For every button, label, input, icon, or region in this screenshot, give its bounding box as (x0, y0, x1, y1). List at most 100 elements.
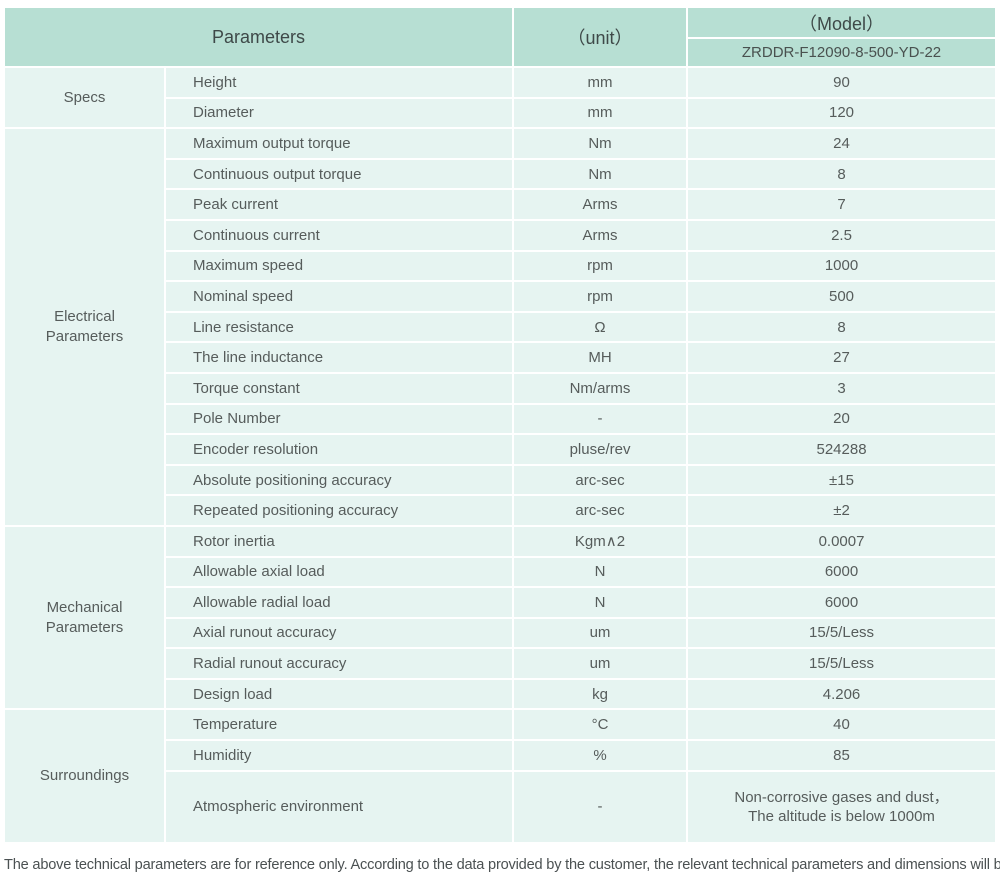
unit-cell: % (514, 741, 687, 770)
value-cell: 85 (688, 741, 996, 770)
group-label-cell: Surroundings (5, 710, 164, 842)
table-row: Encoder resolution pluse/rev 524288 (5, 435, 996, 464)
table-row: Axial runout accuracy um 15/5/Less (5, 618, 996, 648)
value-cell: 2.5 (688, 220, 996, 250)
param-name-cell: The line inductance (166, 343, 513, 372)
param-name-cell: Peak current (166, 190, 513, 219)
table-row: Continuous current Arms 2.5 (5, 220, 996, 250)
param-name-cell: Temperature (166, 710, 513, 740)
unit-cell: Ω (514, 312, 687, 342)
value-cell: 6000 (688, 557, 996, 587)
value-cell: 4.206 (688, 679, 996, 709)
group-label-cell: Specs (5, 68, 164, 128)
value-cell: 15/5/Less (688, 649, 996, 678)
param-name-cell: Encoder resolution (166, 435, 513, 464)
unit-cell: um (514, 618, 687, 648)
value-cell: 24 (688, 129, 996, 158)
param-name-cell: Radial runout accuracy (166, 649, 513, 678)
value-cell: ±15 (688, 465, 996, 495)
param-name-cell: Pole Number (166, 404, 513, 434)
unit-cell: um (514, 649, 687, 678)
unit-cell: N (514, 588, 687, 617)
table-row: Peak current Arms 7 (5, 190, 996, 219)
unit-cell: mm (514, 68, 687, 97)
unit-cell: mm (514, 98, 687, 128)
param-name-cell: Allowable axial load (166, 557, 513, 587)
param-name-cell: Maximum speed (166, 251, 513, 281)
table-row: Humidity% 85 (5, 741, 996, 770)
unit-cell: Arms (514, 190, 687, 219)
value-cell: 90 (688, 68, 996, 97)
value-cell: 20 (688, 404, 996, 434)
param-name-cell: Allowable radial load (166, 588, 513, 617)
param-name-cell: Continuous current (166, 220, 513, 250)
value-cell: 1000 (688, 251, 996, 281)
value-cell: ±2 (688, 496, 996, 525)
unit-cell: pluse/rev (514, 435, 687, 464)
value-cell: 40 (688, 710, 996, 740)
unit-header: （unit） (514, 8, 687, 66)
value-cell: 3 (688, 373, 996, 403)
table-row: Electrical Parameters Maximum output torq… (5, 129, 996, 525)
unit-cell: Nm (514, 159, 687, 189)
table-row: Allowable radial load N 6000 (5, 588, 996, 617)
value-cell: 27 (688, 343, 996, 372)
value-cell: 0.0007 (688, 526, 996, 556)
unit-cell: Arms (514, 220, 687, 250)
table-row: Design load kg 4.206 (5, 679, 996, 709)
spec-table: Parameters （unit） （Model） ZRDDR-F12090-8… (3, 6, 998, 844)
param-name-cell: Design load (166, 679, 513, 709)
unit-cell: arc-sec (514, 465, 687, 495)
param-name-cell: Height (166, 68, 513, 97)
value-cell: 7 (688, 190, 996, 219)
param-name-cell: Atmospheric environment (166, 771, 513, 842)
unit-cell: Nm (514, 129, 687, 158)
model-value: ZRDDR-F12090-8-500-YD-22 (688, 39, 996, 66)
value-cell: 120 (688, 98, 996, 128)
value-cell: Non-corrosive gases and dust， The altitu… (688, 771, 996, 842)
value-cell: 524288 (688, 435, 996, 464)
table-row: Surroundings Temperature °C 40 (5, 710, 996, 842)
param-name-cell: Nominal speed (166, 282, 513, 311)
param-name-cell: Absolute positioning accuracy (166, 465, 513, 495)
table-row: Line resistance Ω 8 (5, 312, 996, 342)
table-row: Torque constant Nm/arms 3 (5, 373, 996, 403)
group-label-cell: Electrical Parameters (5, 129, 164, 525)
unit-cell: - (514, 771, 687, 842)
param-name-cell: Diameter (166, 98, 513, 128)
param-name-cell: Humidity (166, 741, 513, 770)
param-name-cell: Rotor inertia (166, 526, 513, 556)
table-row: The line inductance MH 27 (5, 343, 996, 372)
table-row: Continuous output torque Nm 8 (5, 159, 996, 189)
value-cell: 15/5/Less (688, 618, 996, 648)
param-name-cell: Torque constant (166, 373, 513, 403)
table-row: Atmospheric environment - Non-corrosive ga… (5, 771, 996, 842)
value-cell: 6000 (688, 588, 996, 617)
param-name-cell: Continuous output torque (166, 159, 513, 189)
table-row: Maximum speed rpm 1000 (5, 251, 996, 281)
unit-cell: N (514, 557, 687, 587)
param-name-cell: Axial runout accuracy (166, 618, 513, 648)
unit-cell: - (514, 404, 687, 434)
unit-cell: Nm/arms (514, 373, 687, 403)
table-body: Specs Height mm 90 Diameter mm 120 Electrical P… (5, 68, 996, 842)
value-cell: 8 (688, 159, 996, 189)
param-name-cell: Line resistance (166, 312, 513, 342)
value-cell: 500 (688, 282, 996, 311)
table-row: Mechanical Parameters Rotor inertia Kgm∧2 0… (5, 526, 996, 709)
table-row: Nominal speed rpm 500 (5, 282, 996, 311)
group-label-cell: Mechanical Parameters (5, 526, 164, 709)
value-cell: 8 (688, 312, 996, 342)
param-name-cell: Repeated positioning accuracy (166, 496, 513, 525)
unit-cell: Kgm∧2 (514, 526, 687, 556)
table-row: Diameter mm 120 (5, 98, 996, 128)
table-row: Pole Number -20 (5, 404, 996, 434)
parameters-header: Parameters (5, 8, 513, 66)
model-header: （Model） (688, 8, 996, 37)
unit-cell: °C (514, 710, 687, 740)
table-row: Radial runout accuracy um 15/5/Less (5, 649, 996, 678)
table-row: Repeated positioning accuracy arc-sec ±2 (5, 496, 996, 525)
unit-cell: arc-sec (514, 496, 687, 525)
footer-note: The above technical parameters are for r… (4, 856, 1000, 873)
table-header: Parameters （unit） （Model） ZRDDR-F12090-8… (5, 8, 996, 66)
